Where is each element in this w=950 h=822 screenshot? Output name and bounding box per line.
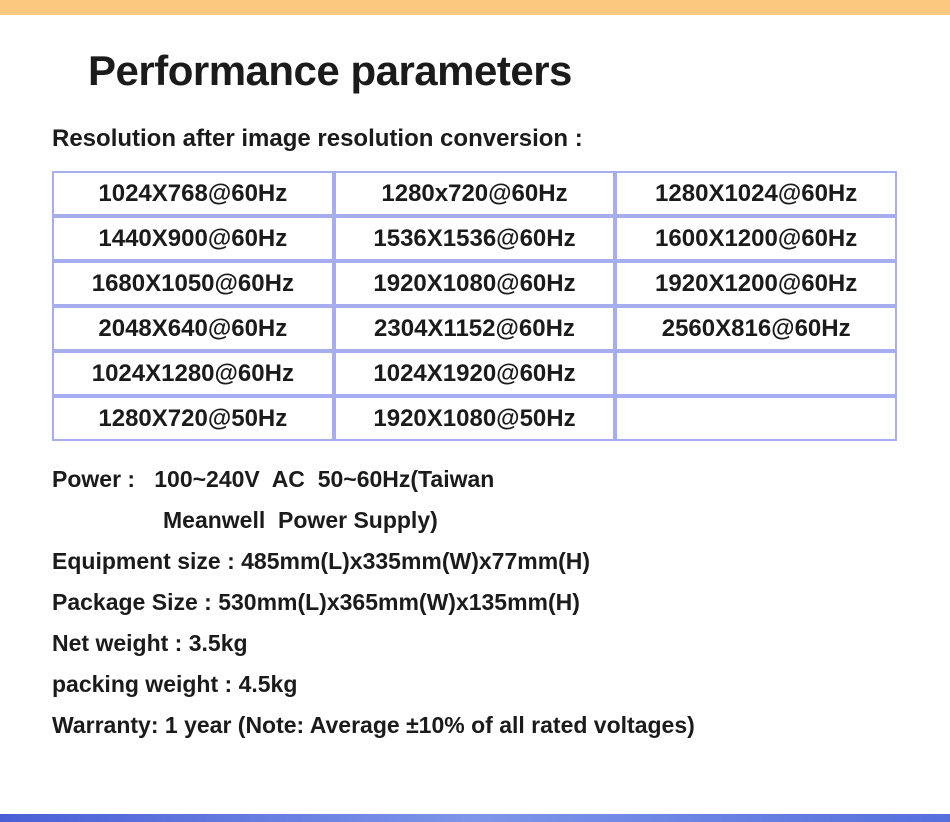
page-content: Performance parameters Resolution after … bbox=[0, 47, 950, 739]
resolution-cell: 1680X1050@60Hz bbox=[52, 261, 334, 307]
resolution-cell: 1536X1536@60Hz bbox=[333, 216, 616, 262]
resolution-cell: 1920X1080@50Hz bbox=[333, 396, 616, 442]
resolution-row: 1024X768@60Hz 1280x720@60Hz 1280X1024@60… bbox=[52, 171, 897, 217]
resolution-cell: 1920X1200@60Hz bbox=[615, 261, 897, 307]
spec-packing-weight: packing weight : 4.5kg bbox=[52, 671, 298, 698]
resolution-cell: 1280x720@60Hz bbox=[333, 171, 616, 217]
resolution-section-heading: Resolution after image resolution conver… bbox=[52, 125, 583, 153]
resolution-row: 1440X900@60Hz 1536X1536@60Hz 1600X1200@6… bbox=[52, 216, 897, 262]
resolution-table: 1024X768@60Hz 1280x720@60Hz 1280X1024@60… bbox=[52, 171, 897, 442]
resolution-cell: 2560X816@60Hz bbox=[615, 306, 897, 352]
resolution-row: 1024X1280@60Hz 1024X1920@60Hz bbox=[52, 351, 897, 397]
page-title: Performance parameters bbox=[88, 47, 572, 94]
resolution-cell: 1440X900@60Hz bbox=[52, 216, 334, 262]
spec-equipment-size: Equipment size : 485mm(L)x335mm(W)x77mm(… bbox=[52, 548, 591, 575]
resolution-row: 1280X720@50Hz 1920X1080@50Hz bbox=[52, 396, 897, 442]
bottom-accent-bar bbox=[0, 814, 950, 822]
resolution-row: 2048X640@60Hz 2304X1152@60Hz 2560X816@60… bbox=[52, 306, 897, 352]
resolution-cell: 1600X1200@60Hz bbox=[615, 216, 897, 262]
resolution-cell bbox=[615, 351, 897, 397]
resolution-cell bbox=[615, 396, 897, 442]
spec-power-line1: Power : 100~240V AC 50~60Hz(Taiwan bbox=[52, 466, 495, 493]
spec-package-size: Package Size : 530mm(L)x365mm(W)x135mm(H… bbox=[52, 589, 580, 616]
resolution-cell: 1280X720@50Hz bbox=[52, 396, 334, 442]
spec-power-line2: Meanwell Power Supply) bbox=[163, 507, 438, 534]
spec-net-weight: Net weight : 3.5kg bbox=[52, 630, 248, 657]
resolution-cell: 1024X768@60Hz bbox=[52, 171, 334, 217]
top-accent-bar bbox=[0, 0, 950, 15]
resolution-cell: 2048X640@60Hz bbox=[52, 306, 334, 352]
resolution-cell: 1024X1280@60Hz bbox=[52, 351, 334, 397]
resolution-cell: 1280X1024@60Hz bbox=[615, 171, 897, 217]
resolution-row: 1680X1050@60Hz 1920X1080@60Hz 1920X1200@… bbox=[52, 261, 897, 307]
spec-list: Power : 100~240V AC 50~60Hz(Taiwan Meanw… bbox=[52, 465, 898, 739]
resolution-cell: 2304X1152@60Hz bbox=[333, 306, 616, 352]
resolution-cell: 1920X1080@60Hz bbox=[333, 261, 616, 307]
spec-warranty: Warranty: 1 year (Note: Average ±10% of … bbox=[52, 712, 695, 739]
resolution-cell: 1024X1920@60Hz bbox=[333, 351, 616, 397]
